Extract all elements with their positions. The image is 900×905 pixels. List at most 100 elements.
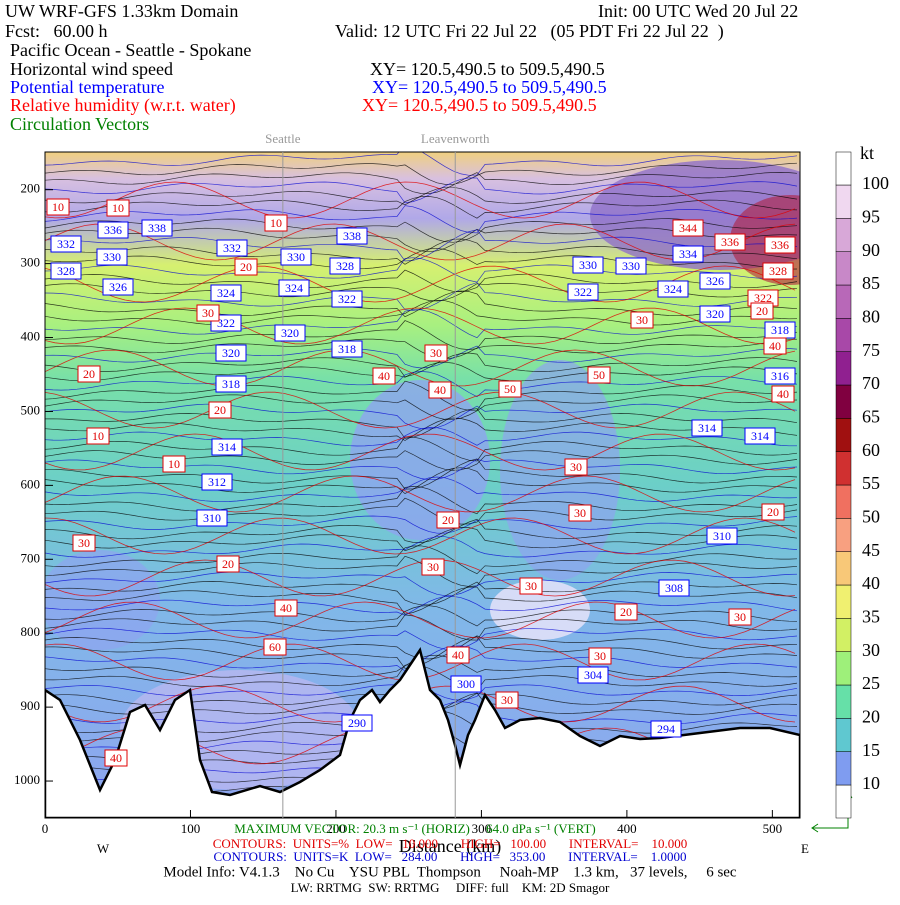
contour-line — [45, 380, 798, 411]
contour-line — [45, 172, 798, 194]
colorbar-swatch — [835, 251, 852, 286]
rh-contour-line — [45, 517, 796, 555]
y-tick-label: 200 — [21, 181, 41, 196]
theta-label: 330 — [287, 250, 305, 264]
contour-line — [45, 527, 798, 552]
colorbar-swatch — [835, 618, 852, 652]
rh-label: 40 — [777, 387, 789, 401]
colorbar-swatch — [835, 218, 852, 252]
theta-label-box — [96, 248, 128, 266]
theta-label-box — [331, 290, 363, 308]
rh-label-box — [106, 199, 130, 217]
colorbar-swatch — [835, 451, 852, 486]
theta-label: 326 — [109, 280, 127, 294]
rh-label-box — [587, 366, 611, 384]
rh-label-box — [771, 385, 795, 403]
colorbar-swatch — [835, 518, 852, 552]
theta-label-box — [764, 367, 796, 385]
theta-label-box — [280, 248, 312, 266]
theta-label-box — [572, 256, 604, 274]
rh-label-box — [519, 577, 543, 595]
footer-line: Model Info: V4.1.3 No Cu YSU PBL Thompso… — [163, 864, 737, 880]
theta-label: 324 — [217, 286, 235, 300]
contour-line — [45, 417, 798, 441]
colorbar-label: 65 — [862, 406, 880, 426]
theta-label: 324 — [285, 281, 303, 295]
field-name: Horizontal wind speed — [10, 59, 173, 79]
rh-label: 30 — [570, 460, 582, 474]
rh-label: 10 — [52, 200, 64, 214]
init-time: Init: 00 UTC Wed 20 Jul 22 — [598, 1, 798, 21]
rh-label-box — [263, 638, 287, 656]
rh-contour-line — [45, 181, 796, 219]
contour-line — [45, 320, 798, 350]
theta-label: 328 — [336, 259, 354, 273]
rh-label: 20 — [620, 605, 632, 619]
colorbar-label: 20 — [862, 706, 880, 726]
colorbar-label: 45 — [862, 540, 880, 560]
theta-label-box — [672, 245, 704, 263]
rh-label: 30 — [430, 346, 442, 360]
field-name: Circulation Vectors — [10, 114, 149, 134]
theta-label: 332 — [223, 241, 241, 255]
contour-line — [45, 467, 798, 495]
rh-label: 40 — [280, 601, 292, 615]
theta-label-box — [577, 666, 609, 684]
rh-label-box — [564, 458, 588, 476]
colorbar-swatch — [835, 584, 852, 619]
field-xy: XY= 120.5,490.5 to 509.5,490.5 — [372, 77, 607, 97]
contour-line — [45, 427, 797, 447]
theta-label: 338 — [343, 229, 361, 243]
colorbar-label: 25 — [862, 673, 880, 693]
theta-label-box — [699, 305, 731, 323]
rh-label: 10 — [112, 201, 124, 215]
rh-label: 40 — [434, 383, 446, 397]
rh-label: 50 — [593, 368, 605, 382]
contour-line — [45, 394, 798, 421]
colorbar-swatch — [835, 651, 852, 686]
rh-label: 20 — [240, 260, 252, 274]
contour-line — [45, 177, 798, 204]
theta-label: 310 — [203, 511, 221, 525]
rh-label-box — [424, 344, 448, 362]
theta-label: 338 — [148, 221, 166, 235]
rh-label: 20 — [442, 513, 454, 527]
colorbar-label: 60 — [862, 440, 880, 460]
rh-label: 30 — [594, 649, 606, 663]
theta-label-box — [141, 219, 173, 237]
contour-line — [45, 476, 798, 503]
rh-label-box — [86, 427, 110, 445]
rh-label: 20 — [756, 304, 768, 318]
theta-label-box — [699, 272, 731, 290]
theta-label: 322 — [217, 316, 235, 330]
rh-label: 20 — [214, 403, 226, 417]
rh-label-box — [77, 365, 101, 383]
y-tick-label: 700 — [21, 550, 41, 565]
forecast-hour: Fcst: 60.00 h — [5, 21, 108, 41]
contour-line — [45, 515, 798, 534]
rh-contour-line — [45, 349, 796, 387]
theta-label: 314 — [751, 429, 769, 443]
colorbar-label: 100 — [862, 173, 889, 193]
theta-label: 328 — [57, 264, 75, 278]
rh-contour-line — [45, 559, 796, 597]
theta-label: 314 — [698, 421, 716, 435]
theta-label-box — [657, 280, 689, 298]
rh-label: 50 — [504, 382, 516, 396]
field-blob — [45, 550, 160, 650]
rh-label: 30 — [734, 610, 746, 624]
contour-line — [45, 627, 798, 650]
y-tick-label: 300 — [21, 255, 41, 270]
rh-label: 10 — [270, 216, 282, 230]
colorbar-swatch — [835, 184, 852, 219]
theta-label-box — [50, 235, 82, 253]
theta-label: 336 — [771, 238, 789, 252]
theta-label-box — [50, 262, 82, 280]
theta-label: 332 — [57, 237, 75, 251]
rh-label: 30 — [202, 306, 214, 320]
colorbar-label: 95 — [862, 206, 880, 226]
rh-label: 30 — [78, 536, 90, 550]
theta-label-box — [744, 427, 776, 445]
colorbar-swatch — [835, 151, 852, 186]
theta-label: 310 — [713, 529, 731, 543]
